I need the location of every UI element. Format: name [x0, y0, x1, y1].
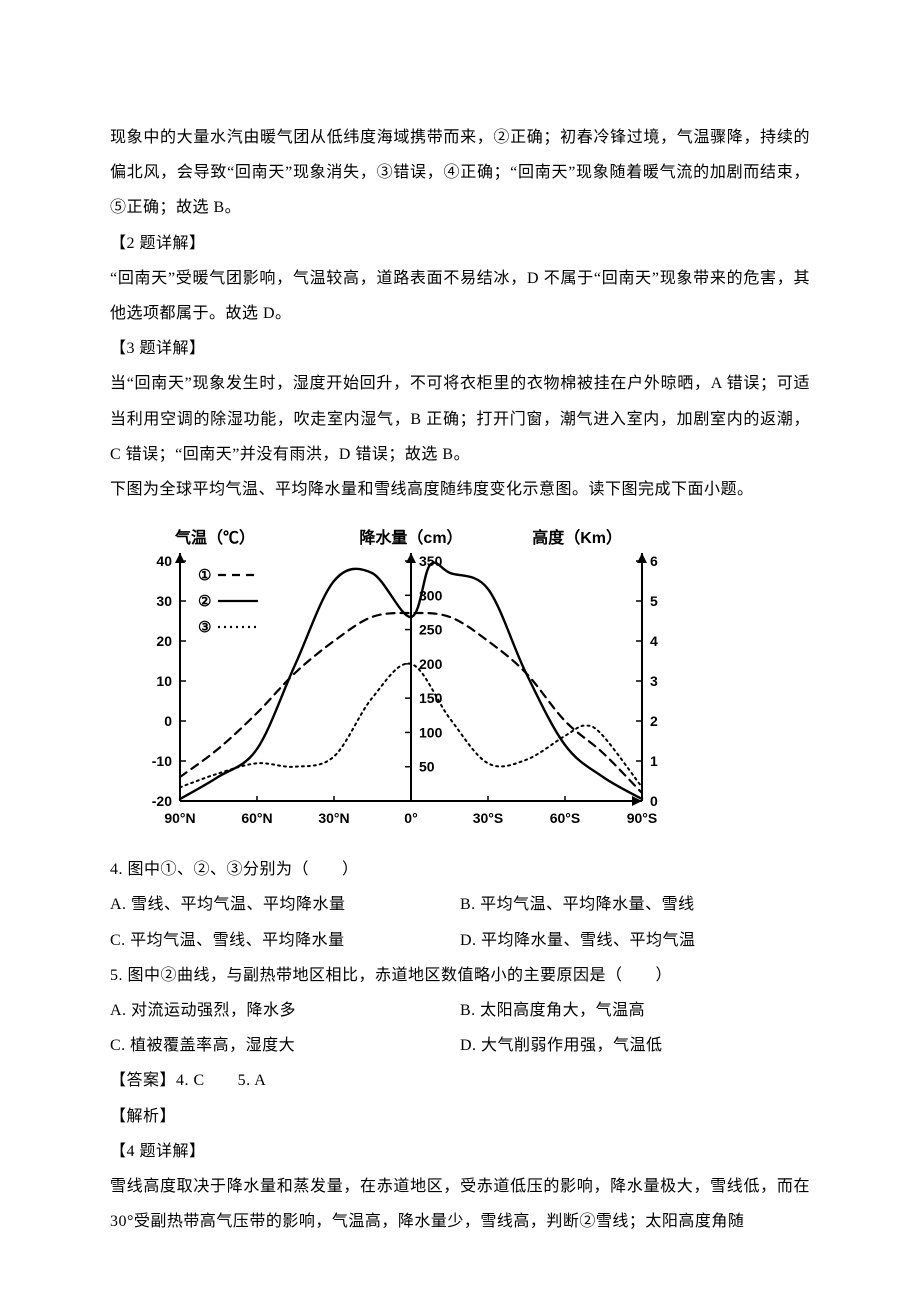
svg-text:40: 40 — [156, 553, 172, 569]
paragraph: 现象中的大量水汽由暖气团从低纬度海域携带而来，②正确；初春冷锋过境，气温骤降，持… — [110, 120, 810, 226]
jiexi-heading: 【解析】 — [110, 1099, 810, 1134]
svg-text:5: 5 — [650, 593, 658, 609]
svg-text:250: 250 — [419, 622, 443, 638]
svg-text:100: 100 — [419, 724, 443, 740]
svg-text:90°N: 90°N — [164, 810, 195, 826]
svg-text:0°: 0° — [404, 810, 417, 826]
latitude-chart: -20-100102030405010015020025030035001234… — [110, 515, 810, 848]
option-4b: B. 平均气温、平均降水量、雪线 — [460, 887, 810, 922]
option-5b: B. 太阳高度角大，气温高 — [460, 993, 810, 1028]
option-4c: C. 平均气温、雪线、平均降水量 — [110, 923, 460, 958]
svg-text:60°N: 60°N — [241, 810, 272, 826]
option-5d: D. 大气削弱作用强，气温低 — [460, 1028, 810, 1063]
svg-text:30°N: 30°N — [318, 810, 349, 826]
option-4a: A. 雪线、平均气温、平均降水量 — [110, 887, 460, 922]
svg-text:③: ③ — [198, 619, 211, 636]
paragraph: “回南天”受暖气团影响，气温较高，道路表面不易结冰，D 不属于“回南天”现象带来… — [110, 261, 810, 331]
svg-text:90°S: 90°S — [627, 810, 658, 826]
svg-text:-20: -20 — [152, 793, 172, 809]
svg-text:10: 10 — [156, 673, 172, 689]
svg-text:②: ② — [198, 593, 211, 610]
option-5a: A. 对流运动强烈，降水多 — [110, 993, 460, 1028]
svg-text:0: 0 — [164, 713, 172, 729]
svg-text:6: 6 — [650, 553, 658, 569]
svg-text:60°S: 60°S — [550, 810, 581, 826]
document-page: 现象中的大量水汽由暖气团从低纬度海域携带而来，②正确；初春冷锋过境，气温骤降，持… — [0, 0, 920, 1302]
svg-text:2: 2 — [650, 713, 658, 729]
svg-text:200: 200 — [419, 656, 443, 672]
svg-text:30°S: 30°S — [473, 810, 504, 826]
answer-line: 【答案】4. C 5. A — [110, 1063, 810, 1098]
figure-intro: 下图为全球平均气温、平均降水量和雪线高度随纬度变化示意图。读下图完成下面小题。 — [110, 472, 810, 507]
svg-text:150: 150 — [419, 690, 443, 706]
svg-text:350: 350 — [419, 553, 443, 569]
question-4-stem: 4. 图中①、②、③分别为（ ） — [110, 852, 810, 887]
paragraph: 当“回南天”现象发生时，湿度开始回升，不可将衣柜里的衣物棉被挂在户外晾晒，A 错… — [110, 366, 810, 472]
question-4-options: A. 雪线、平均气温、平均降水量 B. 平均气温、平均降水量、雪线 C. 平均气… — [110, 887, 810, 957]
svg-text:3: 3 — [650, 673, 658, 689]
svg-text:气温（℃）: 气温（℃） — [174, 528, 255, 547]
option-5c: C. 植被覆盖率高，湿度大 — [110, 1028, 460, 1063]
paragraph: 雪线高度取决于降水量和蒸发量，在赤道地区，受赤道低压的影响，降水量极大，雪线低，… — [110, 1169, 810, 1239]
svg-text:-10: -10 — [152, 753, 172, 769]
question-5-stem: 5. 图中②曲线，与副热带地区相比，赤道地区数值略小的主要原因是（ ） — [110, 958, 810, 993]
explanation-heading-q4: 【4 题详解】 — [110, 1134, 810, 1169]
svg-text:50: 50 — [419, 759, 435, 775]
latitude-chart-svg: -20-100102030405010015020025030035001234… — [110, 515, 670, 835]
svg-text:4: 4 — [650, 633, 658, 649]
svg-text:20: 20 — [156, 633, 172, 649]
svg-text:①: ① — [198, 567, 211, 584]
svg-text:降水量（cm）: 降水量（cm） — [359, 528, 462, 547]
svg-text:0: 0 — [650, 793, 658, 809]
explanation-heading-q3: 【3 题详解】 — [110, 331, 810, 366]
question-5-options: A. 对流运动强烈，降水多 B. 太阳高度角大，气温高 C. 植被覆盖率高，湿度… — [110, 993, 810, 1063]
svg-text:高度（Km）: 高度（Km） — [532, 528, 622, 547]
svg-text:1: 1 — [650, 753, 658, 769]
svg-text:30: 30 — [156, 593, 172, 609]
option-4d: D. 平均降水量、雪线、平均气温 — [460, 923, 810, 958]
explanation-heading-q2: 【2 题详解】 — [110, 226, 810, 261]
